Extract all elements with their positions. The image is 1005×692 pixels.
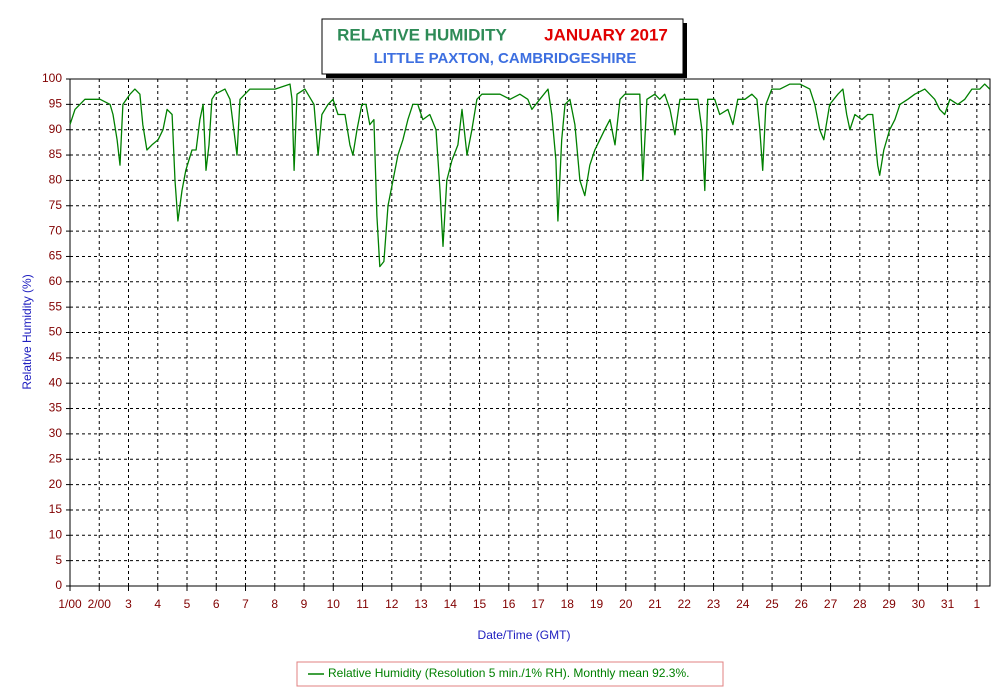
x-tick-label: 29: [882, 597, 896, 611]
x-tick-label: 21: [648, 597, 662, 611]
y-tick-label: 70: [49, 223, 63, 237]
x-tick-label: 11: [356, 597, 369, 611]
y-tick-label: 45: [49, 350, 63, 364]
x-tick-label: 7: [242, 597, 249, 611]
y-tick-label: 80: [49, 173, 63, 187]
x-tick-label: 10: [327, 597, 341, 611]
x-tick-label: 14: [444, 597, 458, 611]
x-tick-label: 28: [853, 597, 867, 611]
x-tick-label: 5: [184, 597, 191, 611]
x-tick-label: 1: [973, 597, 980, 611]
x-tick-label: 26: [795, 597, 809, 611]
y-tick-label: 75: [49, 198, 63, 212]
y-tick-label: 50: [49, 325, 63, 339]
y-tick-label: 40: [49, 375, 63, 389]
y-tick-label: 0: [55, 578, 62, 592]
y-tick-label: 65: [49, 249, 63, 263]
x-tick-label: 8: [271, 597, 278, 611]
chart-period: JANUARY 2017: [544, 25, 668, 44]
y-tick-label: 95: [49, 97, 63, 111]
y-tick-label: 100: [42, 71, 62, 85]
x-tick-label: 18: [561, 597, 575, 611]
x-tick-label: 27: [824, 597, 838, 611]
x-tick-label: 6: [213, 597, 220, 611]
y-tick-label: 60: [49, 274, 63, 288]
y-tick-label: 90: [49, 122, 63, 136]
y-tick-label: 25: [49, 451, 63, 465]
x-tick-label: 30: [912, 597, 926, 611]
y-tick-label: 85: [49, 147, 63, 161]
y-tick-label: 55: [49, 299, 63, 313]
x-tick-label: 24: [736, 597, 750, 611]
x-tick-label: 25: [765, 597, 779, 611]
x-tick-label: 9: [301, 597, 308, 611]
y-axis-label: Relative Humidity (%): [20, 274, 34, 389]
legend-label: Relative Humidity (Resolution 5 min./1% …: [328, 666, 689, 680]
x-tick-label: 13: [414, 597, 428, 611]
x-tick-label: 20: [619, 597, 633, 611]
x-tick-label: 4: [154, 597, 161, 611]
plot-frame: [69, 78, 991, 587]
y-tick-label: 15: [49, 502, 63, 516]
x-axis-label: Date/Time (GMT): [478, 628, 571, 642]
y-tick-label: 5: [55, 553, 62, 567]
x-tick-label: 31: [941, 597, 955, 611]
x-tick-label: 19: [590, 597, 604, 611]
x-tick-label: 23: [707, 597, 721, 611]
y-tick-label: 10: [49, 527, 63, 541]
legend-box: [296, 661, 724, 687]
title-box: [321, 18, 684, 75]
x-tick-label: 15: [473, 597, 487, 611]
x-tick-label: 16: [502, 597, 516, 611]
x-tick-label: 17: [531, 597, 545, 611]
data-line: [69, 83, 991, 268]
x-tick-label: 12: [385, 597, 399, 611]
x-tick-label: 3: [125, 597, 132, 611]
x-tick-label: 1/00: [58, 597, 82, 611]
y-tick-label: 35: [49, 401, 63, 415]
x-tick-label: 2/00: [88, 597, 112, 611]
chart-subtitle: LITTLE PAXTON, CAMBRIDGESHIRE: [374, 50, 637, 67]
x-tick-label: 22: [678, 597, 692, 611]
chart-title: RELATIVE HUMIDITY: [337, 25, 507, 44]
y-tick-label: 20: [49, 477, 63, 491]
y-tick-label: 30: [49, 426, 63, 440]
